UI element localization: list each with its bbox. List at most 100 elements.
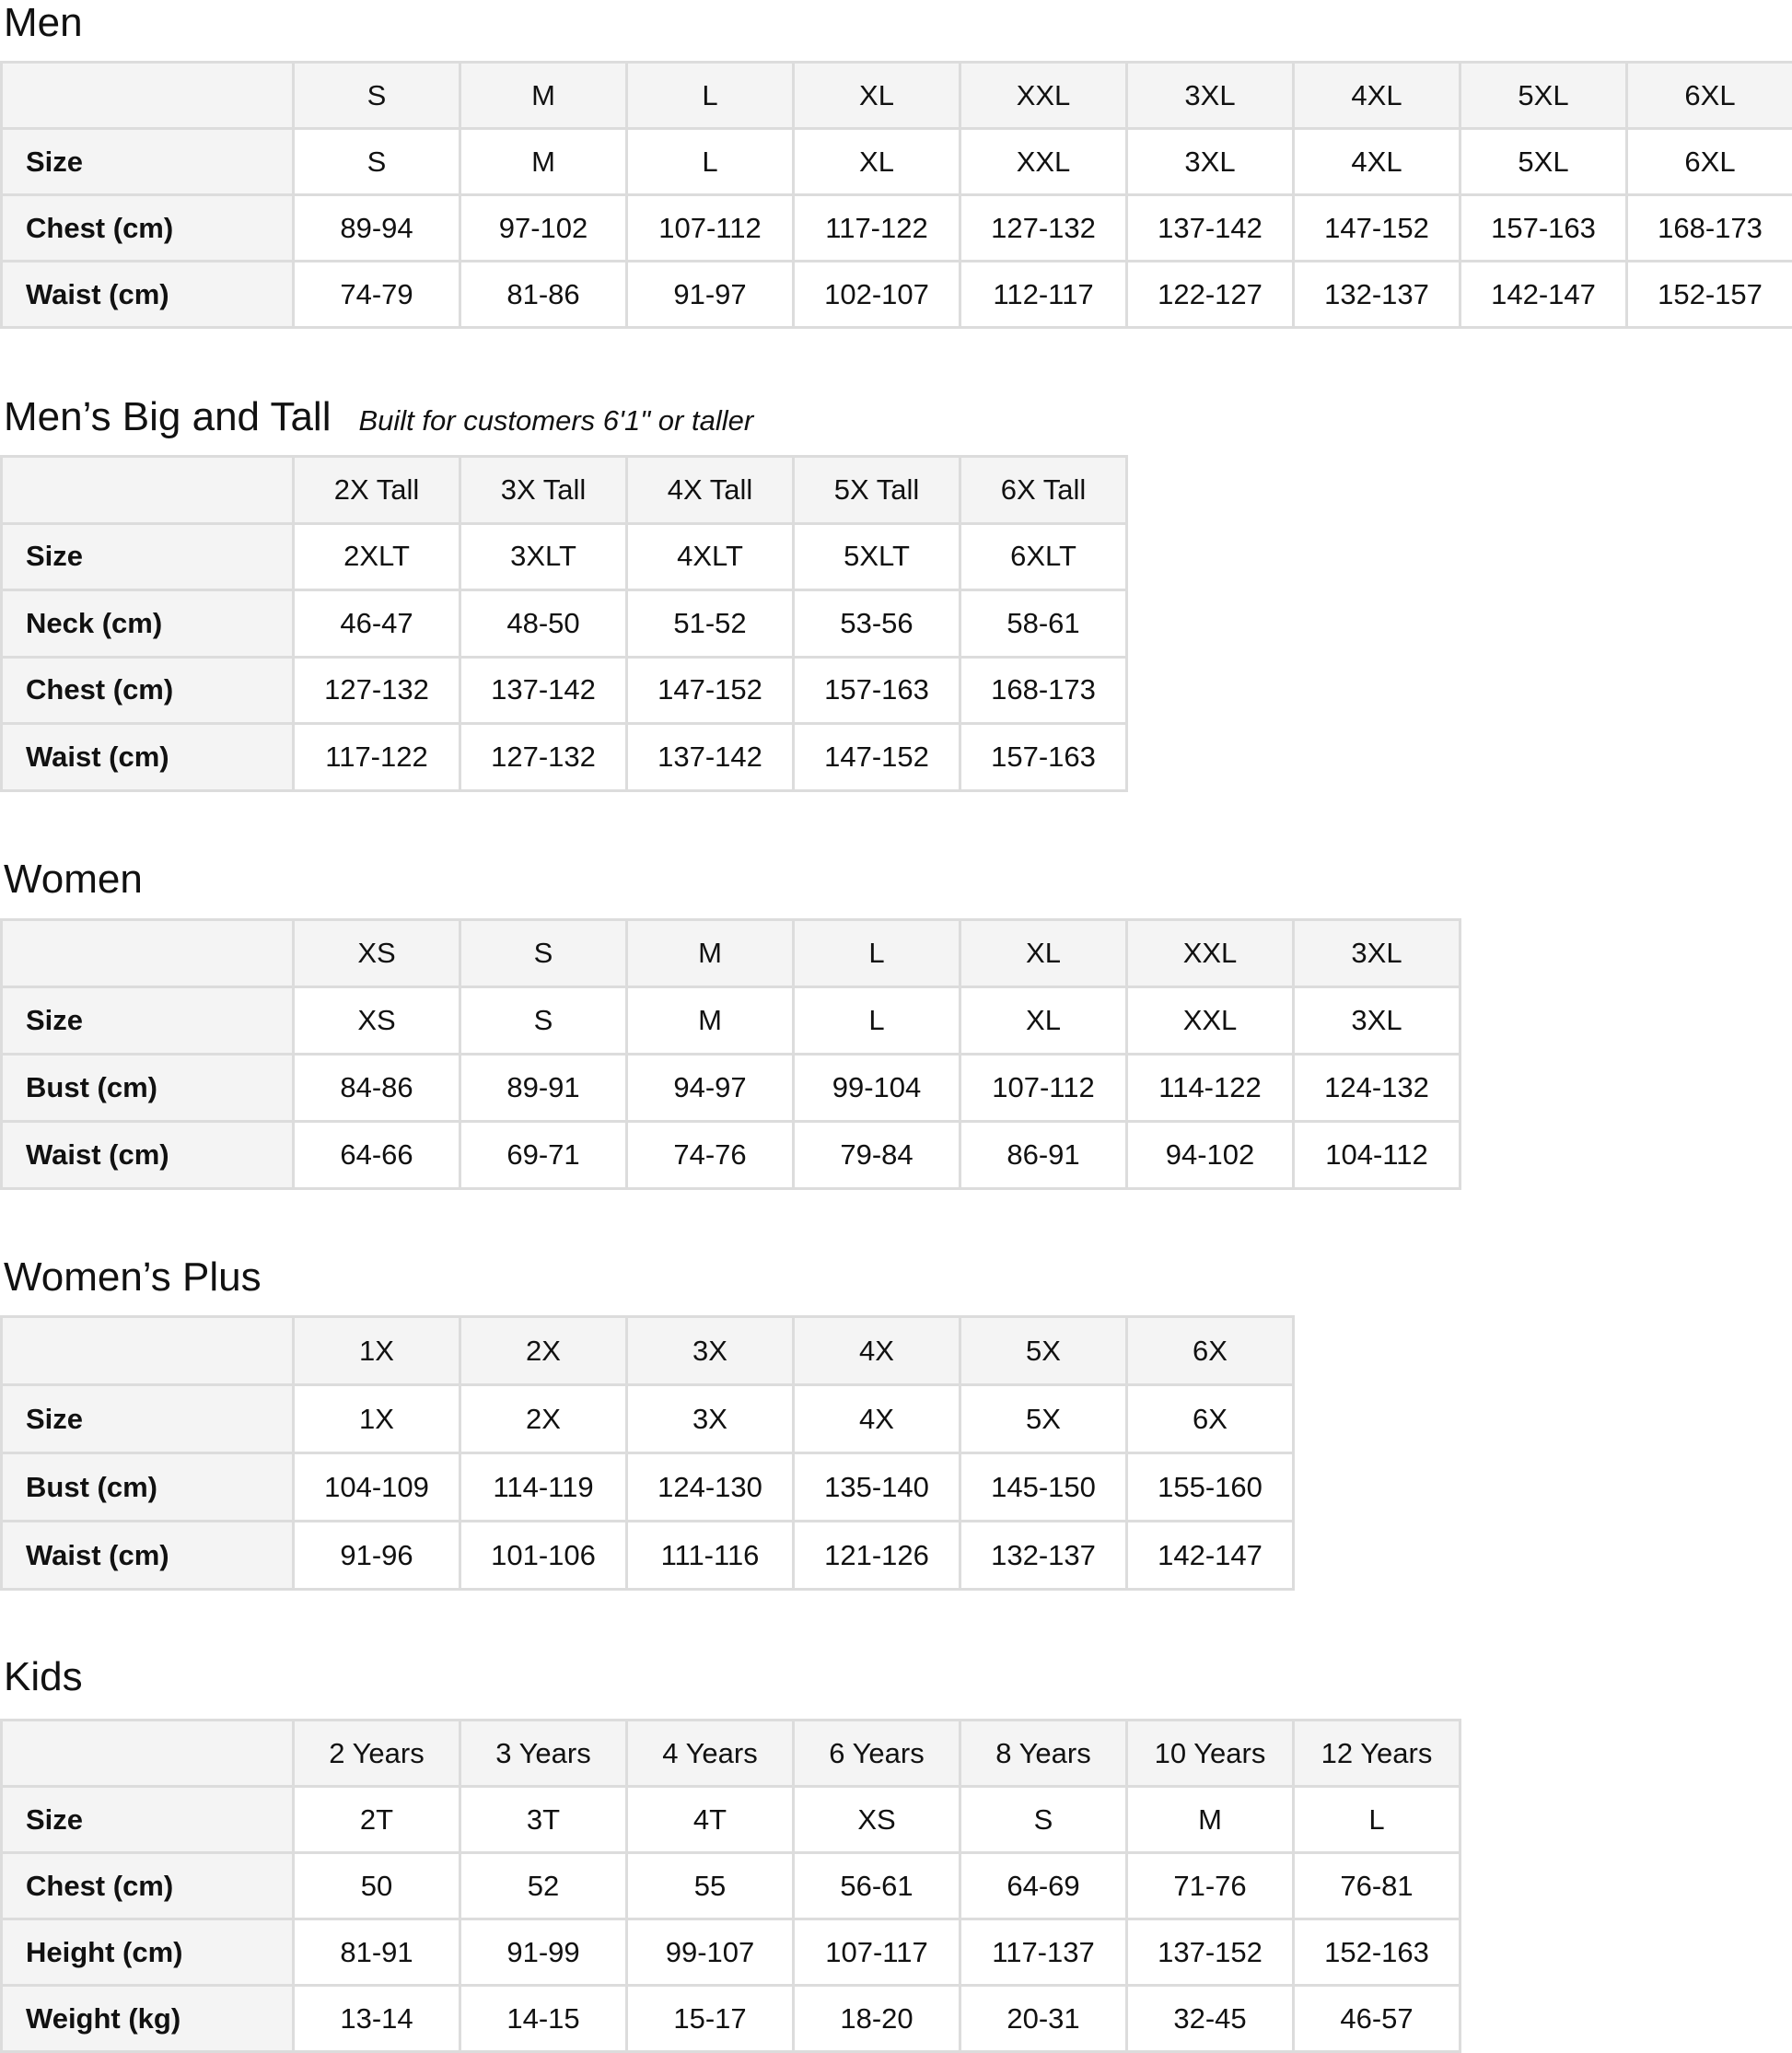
table-row: Bust (cm) 104-109 114-119 124-130 135-140 145…: [0, 1452, 1295, 1522]
table-cell: 14-15: [459, 1984, 628, 2053]
table-cell: S: [459, 986, 628, 1056]
table-cell: 94-102: [1125, 1120, 1295, 1190]
table-cell: 111-116: [625, 1520, 795, 1591]
table-cell: 157-163: [1459, 193, 1628, 262]
section-title: Kids: [4, 1654, 83, 1699]
row-label: Height (cm): [0, 1918, 295, 1987]
column-header: M: [625, 918, 795, 988]
table-cell: 56-61: [792, 1851, 961, 1920]
table-cell: L: [792, 986, 961, 1056]
table-cell: 127-132: [459, 722, 628, 792]
column-header: S: [292, 61, 461, 130]
table-cell: 3T: [459, 1785, 628, 1854]
corner-cell: [0, 455, 295, 525]
table-row: Size S M L XL XXL 3XL 4XL 5XL 6XL: [0, 127, 1792, 196]
table-cell: 135-140: [792, 1452, 961, 1522]
column-header: XL: [959, 918, 1128, 988]
column-header: XXL: [959, 61, 1128, 130]
table-cell: 46-57: [1292, 1984, 1461, 2053]
section-header: Men’s Big and Tall Built for customers 6'…: [4, 394, 753, 440]
row-label: Size: [0, 1383, 295, 1454]
table-row: Chest (cm) 127-132 137-142 147-152 157-163 16…: [0, 655, 1128, 725]
table-cell: XXL: [959, 127, 1128, 196]
table-cell: 20-31: [959, 1984, 1128, 2053]
table-cell: 79-84: [792, 1120, 961, 1190]
table-cell: 137-142: [1125, 193, 1295, 262]
table-cell: 2XLT: [292, 521, 461, 591]
table-cell: 142-147: [1125, 1520, 1295, 1591]
table-cell: 117-137: [959, 1918, 1128, 1987]
table-cell: 4X: [792, 1383, 961, 1454]
table-cell: 152-163: [1292, 1918, 1461, 1987]
table-cell: 46-47: [292, 589, 461, 659]
corner-cell: [0, 1315, 295, 1386]
column-header: S: [459, 918, 628, 988]
table-cell: XS: [792, 1785, 961, 1854]
row-label: Waist (cm): [0, 260, 295, 329]
row-label: Weight (kg): [0, 1984, 295, 2053]
table-cell: 147-152: [1292, 193, 1461, 262]
column-header: 4X Tall: [625, 455, 795, 525]
table-cell: 124-130: [625, 1452, 795, 1522]
corner-cell: [0, 61, 295, 130]
column-header: 3X Tall: [459, 455, 628, 525]
table-row: Waist (cm) 64-66 69-71 74-76 79-84 86-91 94-10…: [0, 1120, 1461, 1190]
size-table-women: XS S M L XL XXL 3XL Size XS S M L XL XXL 3XL Bust (cm) 8…: [0, 918, 1461, 1190]
table-row: Size 2T 3T 4T XS S M L: [0, 1785, 1461, 1854]
row-label: Waist (cm): [0, 1120, 295, 1190]
table-cell: XL: [959, 986, 1128, 1056]
row-label: Waist (cm): [0, 722, 295, 792]
column-header: XS: [292, 918, 461, 988]
table-cell: 3X: [625, 1383, 795, 1454]
size-table-mens-big-and-tall: 2X Tall 3X Tall 4X Tall 5X Tall 6X Tall Size 2…: [0, 455, 1128, 792]
section-subtitle: Built for customers 6'1" or taller: [358, 404, 754, 437]
row-label: Size: [0, 127, 295, 196]
table-cell: 122-127: [1125, 260, 1295, 329]
size-table-womens-plus: 1X 2X 3X 4X 5X 6X Size 1X 2X 3X 4X 5X 6X Bust (cm) 104…: [0, 1315, 1295, 1591]
table-cell: 58-61: [959, 589, 1128, 659]
table-cell: 114-122: [1125, 1053, 1295, 1123]
table-cell: 6X: [1125, 1383, 1295, 1454]
table-header-row: 2 Years 3 Years 4 Years 6 Years 8 Years 10 Ye…: [0, 1719, 1461, 1788]
column-header: XXL: [1125, 918, 1295, 988]
column-header: L: [792, 918, 961, 988]
table-cell: 3XLT: [459, 521, 628, 591]
column-header: M: [459, 61, 628, 130]
table-row: Neck (cm) 46-47 48-50 51-52 53-56 58-61: [0, 589, 1128, 659]
section-header: Women: [4, 857, 143, 903]
table-cell: 99-107: [625, 1918, 795, 1987]
table-cell: 64-69: [959, 1851, 1128, 1920]
table-cell: M: [625, 986, 795, 1056]
table-cell: 6XLT: [959, 521, 1128, 591]
table-cell: 55: [625, 1851, 795, 1920]
table-cell: 81-86: [459, 260, 628, 329]
section-header: Kids: [4, 1654, 83, 1700]
table-cell: 53-56: [792, 589, 961, 659]
table-cell: L: [625, 127, 795, 196]
table-row: Size XS S M L XL XXL 3XL: [0, 986, 1461, 1056]
table-cell: 101-106: [459, 1520, 628, 1591]
table-cell: 137-142: [459, 655, 628, 725]
table-cell: 50: [292, 1851, 461, 1920]
table-cell: 48-50: [459, 589, 628, 659]
size-table-men: S M L XL XXL 3XL 4XL 5XL 6XL Size S M L XL XXL 3XL 4XL 5X…: [0, 61, 1792, 329]
column-header: 4XL: [1292, 61, 1461, 130]
table-cell: L: [1292, 1785, 1461, 1854]
table-cell: S: [959, 1785, 1128, 1854]
table-cell: 145-150: [959, 1452, 1128, 1522]
row-label: Neck (cm): [0, 589, 295, 659]
column-header: 3 Years: [459, 1719, 628, 1788]
row-label: Size: [0, 986, 295, 1056]
table-cell: 147-152: [625, 655, 795, 725]
table-cell: 102-107: [792, 260, 961, 329]
table-cell: 6XL: [1625, 127, 1792, 196]
table-cell: 13-14: [292, 1984, 461, 2053]
column-header: 3X: [625, 1315, 795, 1386]
section-header: Women’s Plus: [4, 1254, 262, 1301]
table-cell: 168-173: [1625, 193, 1792, 262]
table-cell: XS: [292, 986, 461, 1056]
table-cell: 147-152: [792, 722, 961, 792]
table-cell: 117-122: [292, 722, 461, 792]
table-cell: 97-102: [459, 193, 628, 262]
table-cell: 76-81: [1292, 1851, 1461, 1920]
